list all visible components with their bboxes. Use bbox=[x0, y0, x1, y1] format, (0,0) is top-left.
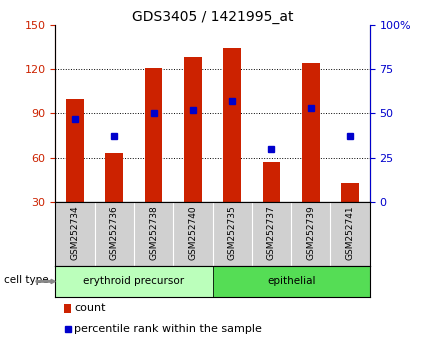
Bar bbox=[223, 48, 241, 202]
Text: erythroid precursor: erythroid precursor bbox=[83, 276, 184, 286]
Title: GDS3405 / 1421995_at: GDS3405 / 1421995_at bbox=[132, 10, 293, 24]
Text: GSM252739: GSM252739 bbox=[306, 205, 315, 260]
Text: GSM252738: GSM252738 bbox=[149, 205, 158, 260]
Bar bbox=[144, 68, 162, 202]
Bar bbox=[212, 266, 370, 297]
Bar bbox=[341, 183, 359, 202]
Text: GSM252736: GSM252736 bbox=[110, 205, 119, 260]
Bar bbox=[184, 57, 202, 202]
Text: GSM252735: GSM252735 bbox=[228, 205, 237, 260]
Bar bbox=[66, 98, 84, 202]
Text: percentile rank within the sample: percentile rank within the sample bbox=[74, 324, 262, 334]
Text: GSM252741: GSM252741 bbox=[346, 205, 354, 259]
Text: GSM252734: GSM252734 bbox=[71, 205, 79, 259]
Text: GSM252737: GSM252737 bbox=[267, 205, 276, 260]
Text: count: count bbox=[74, 303, 106, 313]
Bar bbox=[263, 162, 280, 202]
Bar bbox=[302, 63, 320, 202]
Text: epithelial: epithelial bbox=[267, 276, 315, 286]
Bar bbox=[105, 153, 123, 202]
Bar bbox=[55, 266, 212, 297]
Text: GSM252740: GSM252740 bbox=[188, 205, 197, 259]
Text: cell type: cell type bbox=[4, 275, 49, 285]
